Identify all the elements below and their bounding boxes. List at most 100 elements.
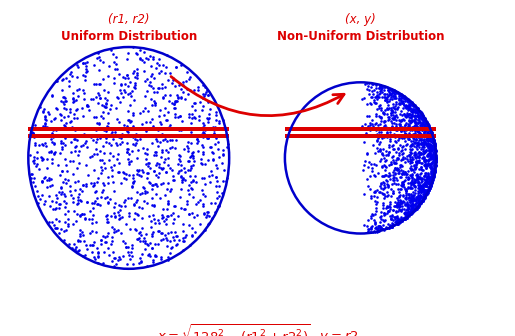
- Point: [94, 90, 102, 95]
- Point: [397, 200, 405, 205]
- Point: [149, 54, 158, 60]
- Point: [72, 98, 80, 103]
- Point: [431, 158, 439, 164]
- Point: [385, 87, 393, 92]
- Point: [417, 136, 425, 142]
- Point: [83, 102, 91, 108]
- Point: [424, 188, 433, 193]
- Point: [424, 121, 432, 126]
- Point: [419, 182, 427, 187]
- Point: [62, 75, 70, 80]
- Point: [377, 181, 386, 187]
- Point: [430, 141, 438, 147]
- Point: [421, 187, 430, 193]
- Point: [406, 174, 415, 179]
- Point: [76, 186, 84, 192]
- Point: [421, 161, 430, 166]
- Point: [415, 195, 423, 200]
- Point: [419, 116, 427, 121]
- Point: [419, 190, 427, 196]
- Point: [410, 129, 419, 134]
- Point: [193, 212, 201, 218]
- Point: [187, 115, 196, 120]
- Point: [87, 208, 95, 214]
- Point: [426, 178, 435, 184]
- Point: [119, 122, 128, 127]
- Point: [395, 91, 403, 96]
- Point: [379, 173, 387, 178]
- Point: [401, 169, 409, 174]
- Point: [424, 148, 433, 153]
- Point: [163, 186, 171, 192]
- Point: [65, 242, 73, 247]
- Point: [152, 137, 161, 142]
- Point: [199, 191, 208, 197]
- Point: [427, 178, 436, 184]
- Point: [417, 198, 425, 203]
- Point: [427, 173, 436, 179]
- Point: [397, 217, 405, 222]
- Point: [171, 145, 179, 151]
- Point: [419, 133, 427, 139]
- Point: [387, 118, 396, 123]
- Point: [179, 80, 187, 85]
- Point: [388, 218, 397, 223]
- Point: [203, 116, 211, 121]
- Point: [133, 156, 142, 161]
- Point: [372, 205, 381, 210]
- Point: [426, 162, 435, 167]
- Point: [401, 169, 409, 174]
- Point: [402, 114, 410, 119]
- Point: [91, 190, 99, 195]
- Point: [75, 248, 83, 253]
- Point: [408, 103, 416, 108]
- Point: [401, 210, 409, 215]
- Point: [366, 174, 374, 179]
- Point: [411, 106, 419, 111]
- Point: [432, 159, 440, 164]
- Point: [406, 180, 415, 185]
- Point: [53, 105, 61, 111]
- Point: [414, 155, 422, 160]
- Point: [413, 175, 421, 180]
- Point: [428, 165, 436, 170]
- Point: [423, 180, 431, 185]
- Point: [426, 183, 435, 188]
- Point: [194, 87, 202, 92]
- Point: [425, 185, 434, 191]
- Point: [407, 198, 416, 203]
- Point: [395, 117, 403, 122]
- Point: [423, 176, 432, 181]
- Point: [428, 136, 436, 142]
- Point: [388, 224, 397, 229]
- Point: [128, 134, 136, 139]
- Point: [422, 158, 430, 163]
- Point: [114, 209, 122, 215]
- Point: [388, 213, 396, 219]
- Point: [429, 138, 437, 144]
- Point: [405, 101, 414, 107]
- Point: [95, 67, 103, 73]
- Point: [214, 204, 222, 209]
- Point: [407, 198, 415, 203]
- Point: [426, 163, 435, 168]
- Point: [145, 161, 153, 166]
- Point: [158, 85, 166, 90]
- Point: [384, 184, 392, 190]
- Point: [422, 181, 430, 187]
- Point: [204, 213, 213, 219]
- Point: [49, 128, 57, 133]
- Point: [367, 225, 375, 230]
- Point: [163, 206, 171, 212]
- Point: [187, 130, 195, 135]
- Point: [383, 211, 391, 216]
- Point: [419, 141, 427, 146]
- Point: [373, 145, 381, 151]
- Point: [209, 124, 217, 130]
- Point: [401, 216, 409, 221]
- Point: [425, 125, 433, 131]
- Point: [415, 132, 423, 138]
- Point: [30, 140, 39, 146]
- Point: [386, 204, 394, 210]
- Text: Non-Uniform Distribution: Non-Uniform Distribution: [277, 30, 444, 43]
